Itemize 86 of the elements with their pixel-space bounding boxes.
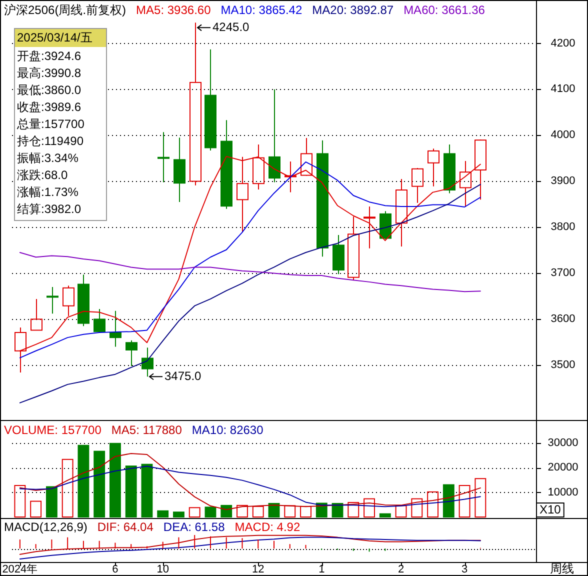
bar <box>204 506 216 518</box>
candlestick <box>174 137 186 202</box>
annotation: 3475.0 <box>164 368 202 383</box>
bar <box>252 506 264 518</box>
bar <box>379 513 391 518</box>
line-series <box>19 466 481 508</box>
line-series <box>19 252 481 292</box>
text: MA5: 3936.60 <box>136 3 212 18</box>
candlestick <box>316 140 328 258</box>
bar <box>442 484 454 518</box>
x-tick-label: 10 <box>156 563 169 576</box>
candlestick <box>220 120 232 210</box>
series-label: MACD: 4.92 <box>234 520 300 534</box>
y-tick-label: 3900 <box>550 175 576 188</box>
y-tick-label: 4100 <box>550 83 576 96</box>
y-tick-label: 3800 <box>550 221 576 234</box>
bar <box>348 502 360 518</box>
annotation: 最高:3990.8 <box>17 66 82 80</box>
y-tick-label: 30000 <box>548 437 578 450</box>
bar <box>427 491 439 518</box>
text: MA10: 82630 <box>192 423 264 438</box>
annotation: 开盘:3924.6 <box>17 49 82 64</box>
line-series <box>19 452 481 510</box>
candlestick <box>142 347 154 378</box>
text: MA10: 3865.42 <box>220 3 302 18</box>
chart-title: 沪深2506(周线.前复权) <box>4 3 126 18</box>
bar <box>220 504 232 518</box>
y-tick-label: 4200 <box>550 37 576 50</box>
bar <box>125 466 137 518</box>
candlestick <box>46 286 58 314</box>
text: MA60: 3661.36 <box>404 3 486 18</box>
series-label: DEA: 61.58 <box>163 520 226 534</box>
bar <box>173 512 184 518</box>
series-label: MA5: 117880 <box>111 423 182 438</box>
bar <box>188 507 200 518</box>
bar <box>284 505 296 518</box>
line-series <box>19 184 481 404</box>
bar <box>157 510 169 518</box>
annotation: 涨幅:1.73% <box>17 185 79 200</box>
text: 周线 <box>550 562 574 576</box>
bar <box>62 458 74 518</box>
bar <box>411 498 423 518</box>
bar <box>458 485 470 518</box>
annotation: 振幅:3.34% <box>17 151 79 166</box>
bar <box>109 442 121 518</box>
x-tick-label: 2 <box>398 563 404 576</box>
series-label: VOLUME: 157700 <box>4 423 102 438</box>
bar <box>30 500 42 518</box>
series-label: DIF: 64.04 <box>97 520 154 534</box>
bar <box>78 444 90 518</box>
candlestick <box>364 206 376 249</box>
annotation: 结算:3982.0 <box>17 202 82 216</box>
candlestick <box>396 178 408 248</box>
bar <box>14 485 26 518</box>
bar <box>364 498 375 518</box>
y-tick-label: 4000 <box>550 129 576 142</box>
y-tick-label: 10000 <box>548 486 578 498</box>
bar <box>46 486 58 518</box>
y-tick-label: 20000 <box>548 462 578 474</box>
candlestick <box>110 310 122 348</box>
candlestick <box>460 160 472 208</box>
annotation: 持仓:119490 <box>17 134 84 148</box>
bar <box>474 478 486 518</box>
annotation: 收盘:3989.6 <box>17 100 82 114</box>
candlestick <box>284 161 296 193</box>
y-tick-label: 3600 <box>550 313 576 326</box>
candlestick <box>158 132 170 183</box>
text: 2025/03/14/五 <box>17 30 92 45</box>
annotation: 涨跌:68.0 <box>17 168 68 182</box>
y-tick-label: 3700 <box>550 267 576 280</box>
text: X10 <box>540 502 562 517</box>
annotation: 最低:3860.0 <box>17 83 82 98</box>
bar <box>141 464 153 518</box>
annotation: 4245.0 <box>212 20 250 34</box>
bar <box>236 504 248 518</box>
bar <box>94 450 106 518</box>
text: MA20: 3892.87 <box>312 3 394 18</box>
chart-title: MACD(12,26,9) <box>4 520 88 534</box>
x-tick-label: 12 <box>252 563 264 576</box>
x-tick-label: 1 <box>318 563 325 576</box>
x-tick-label: 2024年 <box>2 563 38 576</box>
bar <box>268 502 280 518</box>
x-tick-label: 6 <box>112 563 118 576</box>
annotation: 总量:157700 <box>16 117 85 132</box>
y-tick-label: 3500 <box>550 359 576 372</box>
candlestick <box>204 48 216 151</box>
